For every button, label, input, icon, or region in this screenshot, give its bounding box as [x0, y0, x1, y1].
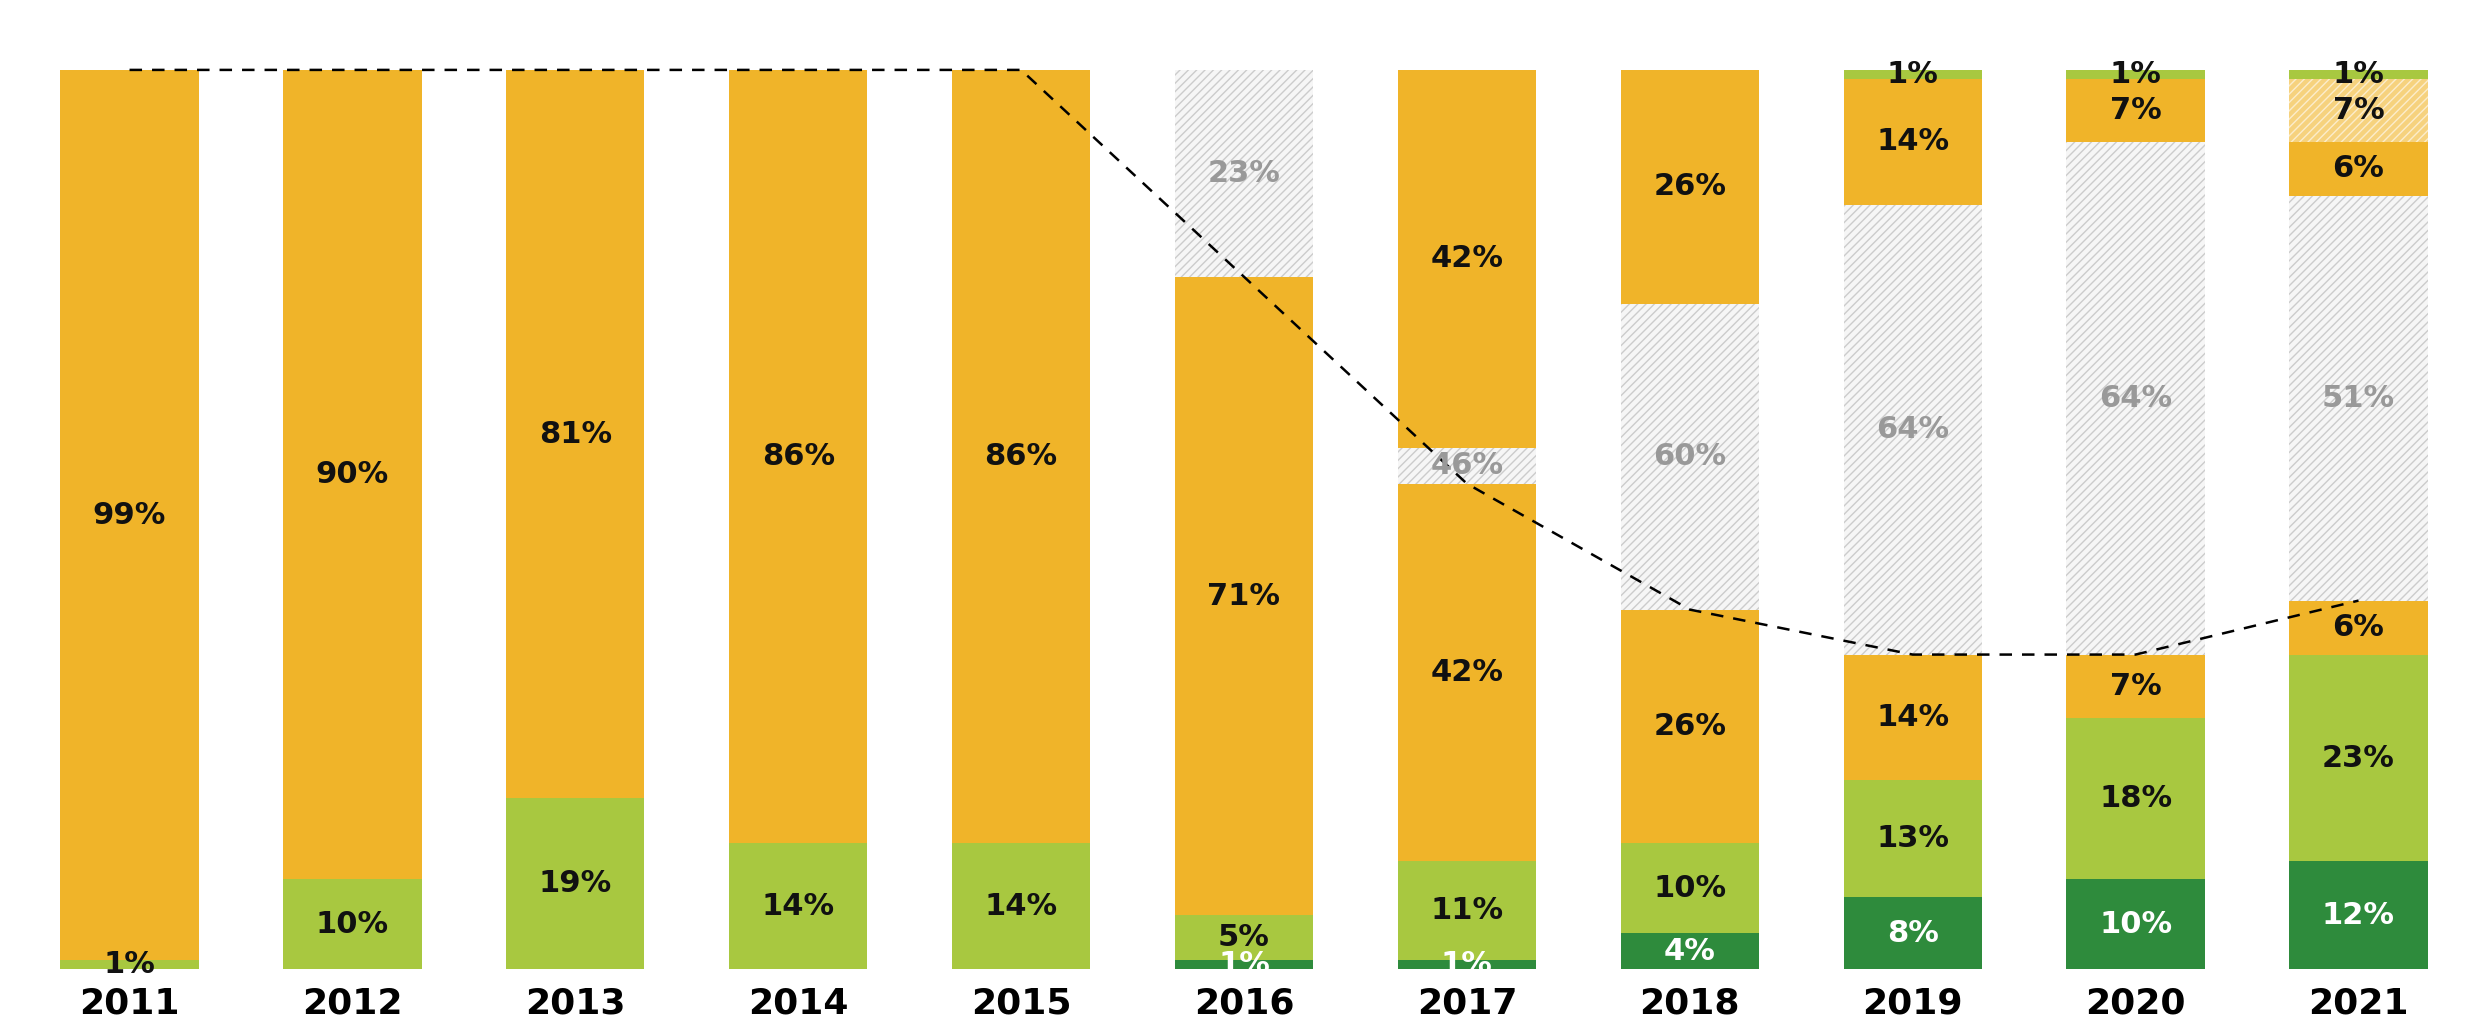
Text: 10%: 10% — [2100, 910, 2172, 939]
Text: 86%: 86% — [761, 443, 836, 471]
Bar — [2289, 601, 2428, 654]
Text: 1%: 1% — [1219, 950, 1269, 980]
Bar — [2068, 879, 2204, 969]
Bar — [1844, 79, 1983, 204]
Text: 46%: 46% — [1431, 451, 1503, 481]
Bar — [2068, 142, 2204, 654]
Bar — [1844, 70, 1983, 79]
Bar — [1844, 654, 1983, 781]
Bar — [2289, 862, 2428, 969]
Bar — [953, 843, 1090, 969]
Text: 86%: 86% — [985, 443, 1057, 471]
Text: 51%: 51% — [2321, 384, 2396, 413]
Text: 10%: 10% — [1652, 874, 1727, 903]
Text: 10%: 10% — [316, 910, 388, 939]
Text: 26%: 26% — [1655, 173, 1727, 201]
Bar — [1620, 843, 1759, 934]
Text: 64%: 64% — [2100, 384, 2172, 413]
Bar — [2068, 142, 2204, 654]
Bar — [284, 879, 420, 969]
Bar — [1620, 304, 1759, 610]
Text: 1%: 1% — [2110, 60, 2162, 89]
Bar — [60, 70, 199, 960]
Bar — [2068, 70, 2204, 79]
Bar — [60, 960, 199, 969]
Text: 7%: 7% — [2110, 672, 2162, 700]
Text: 1%: 1% — [1441, 950, 1493, 980]
Text: 42%: 42% — [1431, 658, 1503, 687]
Text: 7%: 7% — [2334, 96, 2384, 125]
Text: 13%: 13% — [1876, 825, 1948, 853]
Bar — [1398, 484, 1535, 862]
Bar — [1398, 70, 1535, 448]
Text: 23%: 23% — [1207, 159, 1281, 188]
Bar — [2289, 142, 2428, 196]
Text: 12%: 12% — [2321, 901, 2396, 929]
Text: 14%: 14% — [1876, 127, 1948, 156]
Bar — [1620, 304, 1759, 610]
Bar — [1620, 70, 1759, 304]
Bar — [1174, 277, 1314, 915]
Text: 1%: 1% — [1886, 60, 1938, 89]
Bar — [284, 70, 420, 879]
Text: 6%: 6% — [2334, 613, 2384, 642]
Text: 18%: 18% — [2100, 784, 2172, 813]
Text: 23%: 23% — [2321, 744, 2396, 772]
Text: 1%: 1% — [104, 950, 154, 980]
Text: 64%: 64% — [1876, 415, 1948, 445]
Bar — [1398, 448, 1535, 484]
Bar — [505, 70, 644, 798]
Text: 14%: 14% — [1876, 703, 1948, 732]
Text: 14%: 14% — [985, 891, 1057, 921]
Text: 19%: 19% — [540, 870, 612, 899]
Bar — [1398, 960, 1535, 969]
Bar — [2289, 196, 2428, 601]
Bar — [729, 70, 868, 843]
Bar — [505, 798, 644, 969]
Text: 90%: 90% — [316, 460, 388, 489]
Bar — [1174, 915, 1314, 960]
Bar — [2289, 196, 2428, 601]
Bar — [2289, 654, 2428, 862]
Text: 6%: 6% — [2334, 154, 2384, 184]
Bar — [1844, 898, 1983, 969]
Bar — [1174, 70, 1314, 277]
Bar — [1174, 960, 1314, 969]
Text: 42%: 42% — [1431, 244, 1503, 273]
Bar — [953, 70, 1090, 843]
Text: 4%: 4% — [1664, 937, 1717, 966]
Bar — [2068, 654, 2204, 718]
Bar — [1620, 934, 1759, 969]
Bar — [2068, 718, 2204, 879]
Text: 81%: 81% — [540, 420, 612, 449]
Bar — [2289, 79, 2428, 142]
Bar — [1844, 781, 1983, 898]
Text: 5%: 5% — [1219, 923, 1269, 952]
Text: 11%: 11% — [1431, 897, 1503, 925]
Text: 7%: 7% — [2110, 96, 2162, 125]
Bar — [1398, 862, 1535, 960]
Text: 8%: 8% — [1886, 919, 1938, 948]
Bar — [1844, 204, 1983, 654]
Text: 99%: 99% — [92, 500, 167, 530]
Text: 60%: 60% — [1652, 443, 1727, 471]
Bar — [1174, 70, 1314, 277]
Text: 14%: 14% — [761, 891, 836, 921]
Bar — [2289, 70, 2428, 79]
Text: 1%: 1% — [2334, 60, 2384, 89]
Bar — [2068, 79, 2204, 142]
Text: 26%: 26% — [1655, 712, 1727, 741]
Bar — [729, 843, 868, 969]
Bar — [1844, 204, 1983, 654]
Text: 71%: 71% — [1207, 581, 1281, 611]
Bar — [1398, 448, 1535, 484]
Bar — [1620, 610, 1759, 843]
